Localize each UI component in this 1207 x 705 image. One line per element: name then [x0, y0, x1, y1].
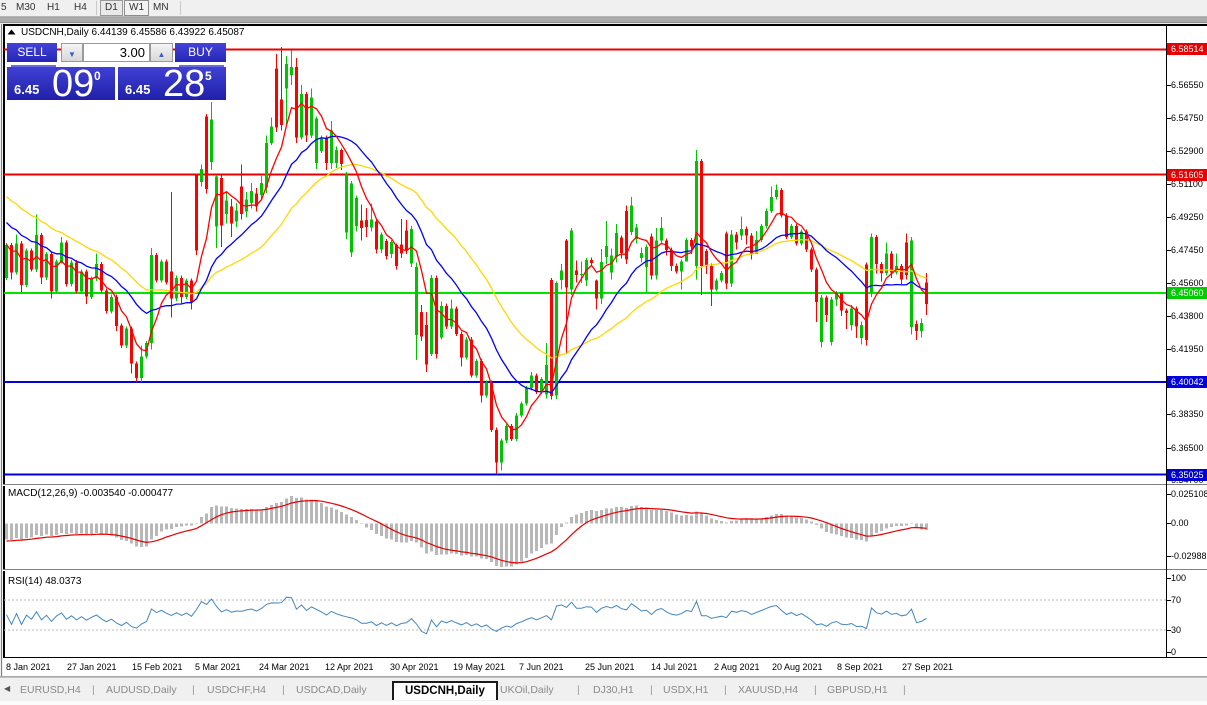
svg-text:USDCNH,Daily 6.44139 6.45586: USDCNH,Daily 6.44139 6.45586 6.43922 6.4…: [21, 27, 245, 38]
svg-text:7 Jun 2021: 7 Jun 2021: [519, 662, 564, 672]
svg-text:6.51100: 6.51100: [1171, 179, 1203, 189]
svg-text:6.56550: 6.56550: [1171, 80, 1204, 90]
svg-text:6.58514: 6.58514: [1171, 44, 1204, 54]
svg-text:RSI(14) 48.0373: RSI(14) 48.0373: [8, 576, 82, 587]
svg-text:25 Jun 2021: 25 Jun 2021: [585, 662, 635, 672]
svg-text:6.36500: 6.36500: [1171, 443, 1204, 453]
svg-text:6.49250: 6.49250: [1171, 212, 1204, 222]
svg-text:MACD(12,26,9) -0.003540 -0.000: MACD(12,26,9) -0.003540 -0.000477: [8, 488, 174, 499]
svg-text:14 Jul 2021: 14 Jul 2021: [651, 662, 698, 672]
svg-text:6.51605: 6.51605: [1171, 170, 1204, 180]
svg-text:100: 100: [1171, 573, 1186, 583]
svg-text:30: 30: [1171, 625, 1181, 635]
svg-text:6.47450: 6.47450: [1171, 245, 1204, 255]
svg-text:-0.02988: -0.02988: [1171, 551, 1207, 561]
svg-text:6.45600: 6.45600: [1171, 278, 1204, 288]
svg-text:6.35025: 6.35025: [1171, 470, 1204, 480]
svg-text:0.025108: 0.025108: [1171, 489, 1207, 499]
svg-text:19 May 2021: 19 May 2021: [453, 662, 505, 672]
svg-text:15 Feb 2021: 15 Feb 2021: [132, 662, 183, 672]
svg-text:12 Apr 2021: 12 Apr 2021: [325, 662, 374, 672]
svg-text:6.40042: 6.40042: [1171, 377, 1204, 387]
svg-text:5 Mar 2021: 5 Mar 2021: [195, 662, 241, 672]
svg-text:6.38350: 6.38350: [1171, 409, 1204, 419]
svg-text:8 Jan 2021: 8 Jan 2021: [6, 662, 51, 672]
svg-text:0.00: 0.00: [1171, 518, 1189, 528]
svg-text:6.45060: 6.45060: [1171, 288, 1204, 298]
svg-text:27 Jan 2021: 27 Jan 2021: [67, 662, 117, 672]
svg-text:20 Aug 2021: 20 Aug 2021: [772, 662, 823, 672]
svg-text:6.41950: 6.41950: [1171, 344, 1204, 354]
svg-text:0: 0: [1171, 647, 1176, 657]
svg-text:2 Aug 2021: 2 Aug 2021: [714, 662, 760, 672]
svg-text:6.43800: 6.43800: [1171, 311, 1204, 321]
svg-text:30 Apr 2021: 30 Apr 2021: [390, 662, 439, 672]
svg-text:24 Mar 2021: 24 Mar 2021: [259, 662, 310, 672]
svg-text:70: 70: [1171, 595, 1181, 605]
svg-text:6.54750: 6.54750: [1171, 113, 1204, 123]
svg-text:27 Sep 2021: 27 Sep 2021: [902, 662, 953, 672]
svg-text:8 Sep 2021: 8 Sep 2021: [837, 662, 883, 672]
svg-text:6.52900: 6.52900: [1171, 146, 1204, 156]
